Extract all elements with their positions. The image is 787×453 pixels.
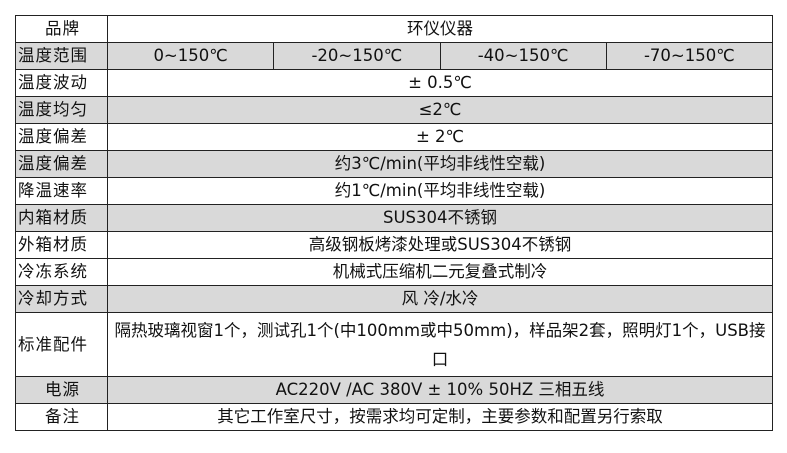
table-row: 标准配件 隔热玻璃视窗1个，测试孔1个(中100mm或中50mm)，样品架2套，照… xyxy=(15,312,773,377)
row-label: 降温速率 xyxy=(15,177,108,205)
table-row: 降温速率 约1℃/min(平均非线性空载) xyxy=(15,177,773,205)
range-cell: 0~150℃ xyxy=(106,42,275,70)
table-row: 温度范围 0~150℃ -20~150℃ -40~150℃ -70~150℃ xyxy=(15,42,774,70)
table-row: 电源 AC220V /AC 380V ± 10% 50HZ 三相五线 xyxy=(15,376,773,404)
table-row: 内箱材质 SUS304不锈钢 xyxy=(15,204,773,232)
row-label: 内箱材质 xyxy=(15,204,108,232)
row-value: 环仪仪器 xyxy=(107,15,773,43)
row-label: 温度偏差 xyxy=(15,123,108,151)
row-value: 风 冷/水冷 xyxy=(107,285,773,313)
row-value: 其它工作室尺寸，按需求均可定制，主要参数和配置另行索取 xyxy=(107,403,773,431)
range-cell: -40~150℃ xyxy=(439,42,607,70)
row-label: 备注 xyxy=(15,403,108,431)
row-value: 隔热玻璃视窗1个，测试孔1个(中100mm或中50mm)，样品架2套，照明灯1个… xyxy=(107,312,773,377)
row-value: ≤2℃ xyxy=(107,96,773,124)
range-cell: -70~150℃ xyxy=(605,42,774,70)
table-row: 温度偏差 ± 2℃ xyxy=(15,123,773,151)
row-label: 冷却方式 xyxy=(15,285,108,313)
table-row: 外箱材质 高级钢板烤漆处理或SUS304不锈钢 xyxy=(15,231,773,259)
row-value: ± 0.5℃ xyxy=(107,69,773,97)
row-value: 约3℃/min(平均非线性空载) xyxy=(107,150,773,178)
row-value: 约1℃/min(平均非线性空载) xyxy=(107,177,773,205)
table-row: 温度均匀 ≤2℃ xyxy=(15,96,773,124)
row-label: 品牌 xyxy=(15,15,108,43)
row-label: 外箱材质 xyxy=(15,231,108,259)
table-row: 冷却方式风 冷/水冷 xyxy=(15,285,773,313)
row-label: 温度波动 xyxy=(15,69,108,97)
row-label: 温度范围 xyxy=(15,42,108,70)
row-value: ± 2℃ xyxy=(107,123,773,151)
range-cell: -20~150℃ xyxy=(273,42,441,70)
row-label: 标准配件 xyxy=(15,312,108,377)
row-value: AC220V /AC 380V ± 10% 50HZ 三相五线 xyxy=(107,376,773,404)
table-row: 冷冻系统 机械式压缩机二元复叠式制冷 xyxy=(15,258,773,286)
row-value: SUS304不锈钢 xyxy=(107,204,773,232)
row-label: 电源 xyxy=(15,376,108,404)
spec-table: 品牌 环仪仪器 温度范围 0~150℃ -20~150℃ -40~150℃ -70… xyxy=(15,15,774,431)
table-row: 备注 其它工作室尺寸，按需求均可定制，主要参数和配置另行索取 xyxy=(15,403,773,431)
table-row: 温度偏差 约3℃/min(平均非线性空载) xyxy=(15,150,773,178)
table-row: 温度波动 ± 0.5℃ xyxy=(15,69,773,97)
row-value: 高级钢板烤漆处理或SUS304不锈钢 xyxy=(107,231,773,259)
row-label: 温度均匀 xyxy=(15,96,108,124)
row-value: 机械式压缩机二元复叠式制冷 xyxy=(107,258,773,286)
row-label: 冷冻系统 xyxy=(15,258,108,286)
row-label: 温度偏差 xyxy=(15,150,108,178)
table-row: 品牌 环仪仪器 xyxy=(15,15,773,43)
